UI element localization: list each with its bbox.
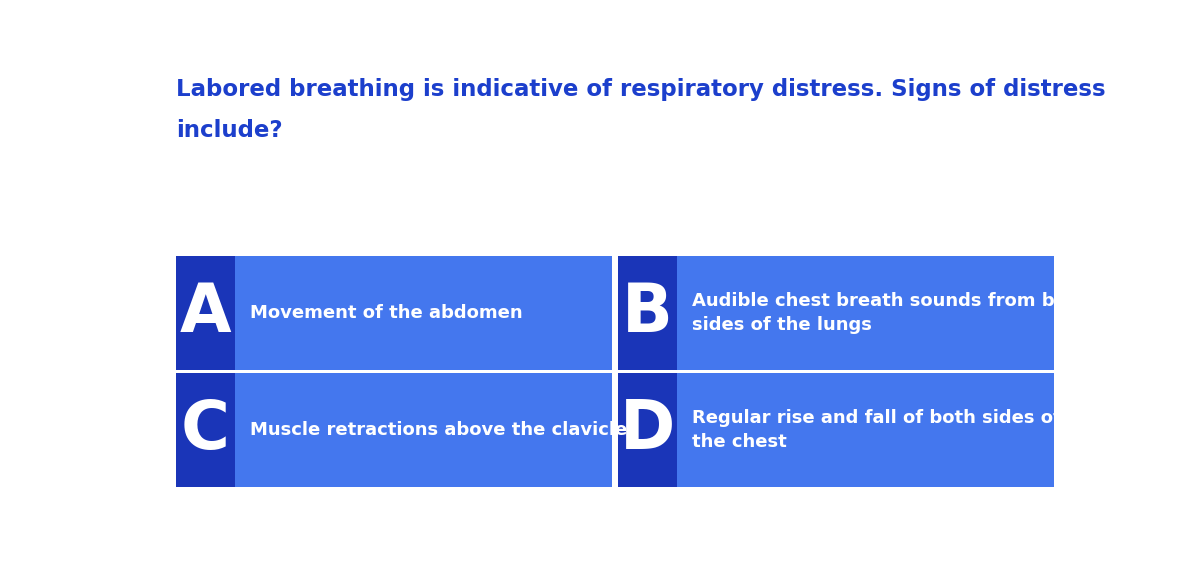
FancyBboxPatch shape bbox=[235, 256, 612, 370]
Text: D: D bbox=[619, 397, 674, 463]
Text: Muscle retractions above the clavicle: Muscle retractions above the clavicle bbox=[250, 421, 628, 439]
FancyBboxPatch shape bbox=[176, 256, 235, 370]
Text: Labored breathing is indicative of respiratory distress. Signs of distress: Labored breathing is indicative of respi… bbox=[176, 78, 1105, 101]
FancyBboxPatch shape bbox=[176, 373, 235, 487]
Text: include?: include? bbox=[176, 119, 283, 142]
Text: Movement of the abdomen: Movement of the abdomen bbox=[250, 304, 522, 322]
Text: A: A bbox=[180, 280, 232, 346]
FancyBboxPatch shape bbox=[618, 256, 677, 370]
Text: C: C bbox=[181, 397, 230, 463]
FancyBboxPatch shape bbox=[677, 256, 1054, 370]
Text: B: B bbox=[622, 280, 673, 346]
FancyBboxPatch shape bbox=[677, 373, 1054, 487]
Text: Audible chest breath sounds from both
sides of the lungs: Audible chest breath sounds from both si… bbox=[691, 292, 1088, 334]
FancyBboxPatch shape bbox=[235, 373, 612, 487]
Text: Regular rise and fall of both sides of
the chest: Regular rise and fall of both sides of t… bbox=[691, 409, 1061, 451]
FancyBboxPatch shape bbox=[618, 373, 677, 487]
